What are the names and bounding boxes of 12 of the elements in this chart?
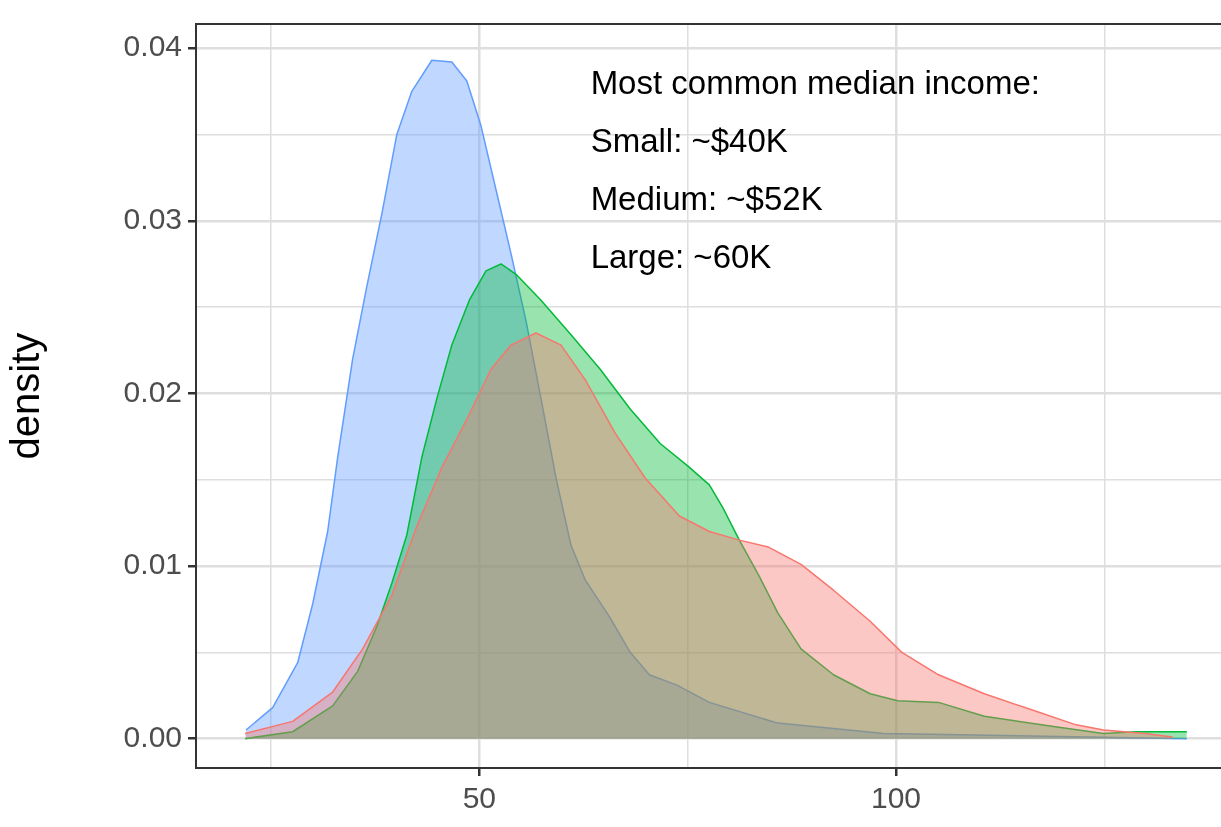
y-tick-label: 0.04 [123,29,182,63]
x-tick-label: 50 [462,781,497,815]
annotation: Most common median income: [590,64,1040,101]
y-tick-label: 0.02 [123,374,182,408]
y-axis-title: density [3,332,48,460]
y-tick-label: 0.00 [123,719,182,753]
annotation: Small: ~$40K [590,122,788,159]
y-tick-label: 0.03 [123,202,182,236]
y-tick-label: 0.01 [123,547,182,581]
x-tick-label: 100 [870,781,922,815]
annotation: Large: ~60K [590,238,772,275]
annotation: Medium: ~$52K [590,180,823,217]
